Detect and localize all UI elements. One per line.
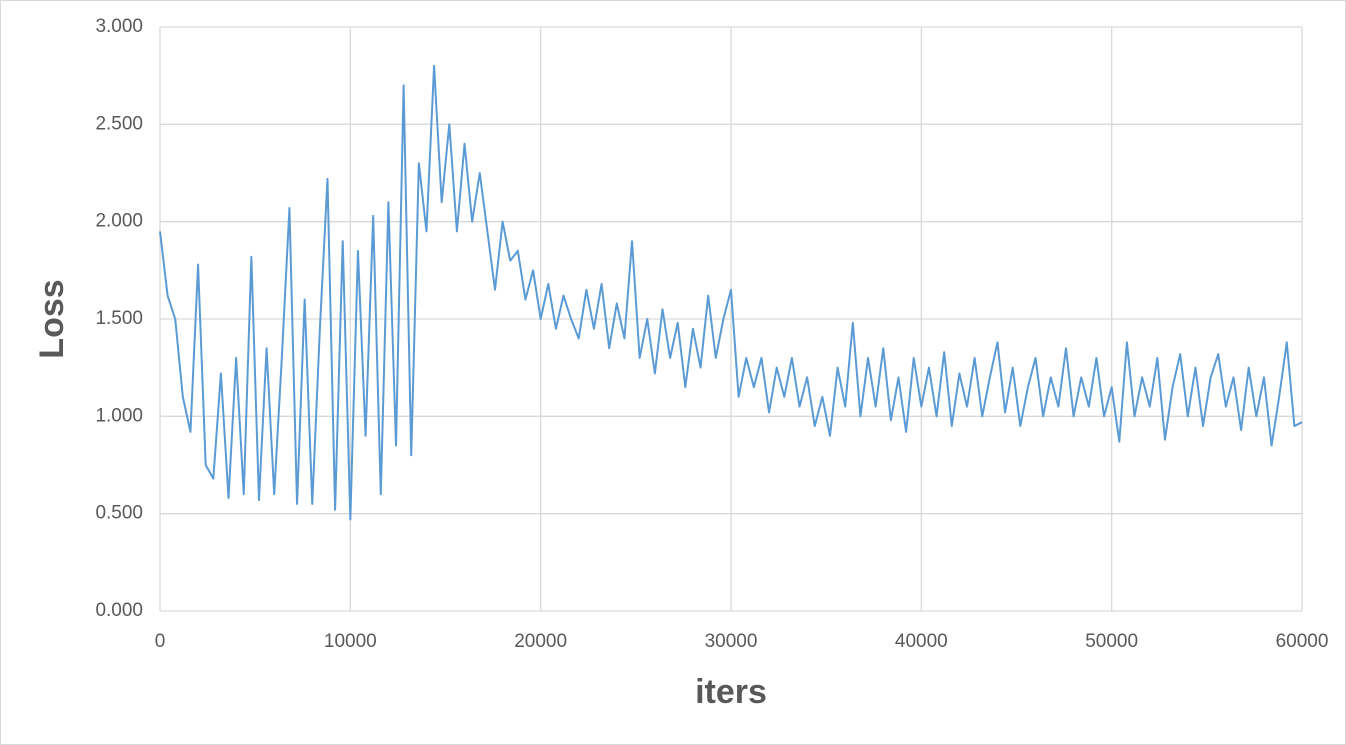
y-tick-label: 3.000 bbox=[95, 16, 143, 37]
x-tick-label: 10000 bbox=[324, 631, 377, 652]
y-axis-title: Loss bbox=[33, 279, 71, 358]
x-tick-label: 60000 bbox=[1276, 631, 1329, 652]
x-tick-label: 20000 bbox=[514, 631, 567, 652]
x-axis-title: iters bbox=[695, 673, 767, 711]
y-tick-label: 1.000 bbox=[95, 405, 143, 426]
y-tick-label: 2.000 bbox=[95, 211, 143, 232]
y-tick-label: 0.500 bbox=[95, 503, 143, 524]
x-tick-label: 0 bbox=[155, 631, 166, 652]
x-tick-label: 30000 bbox=[705, 631, 758, 652]
x-tick-label: 40000 bbox=[895, 631, 948, 652]
loss-line bbox=[159, 64, 1303, 521]
x-tick-label: 50000 bbox=[1085, 631, 1138, 652]
y-tick-label: 0.000 bbox=[95, 600, 143, 621]
y-tick-label: 1.500 bbox=[95, 308, 143, 329]
y-tick-label: 2.500 bbox=[95, 113, 143, 134]
